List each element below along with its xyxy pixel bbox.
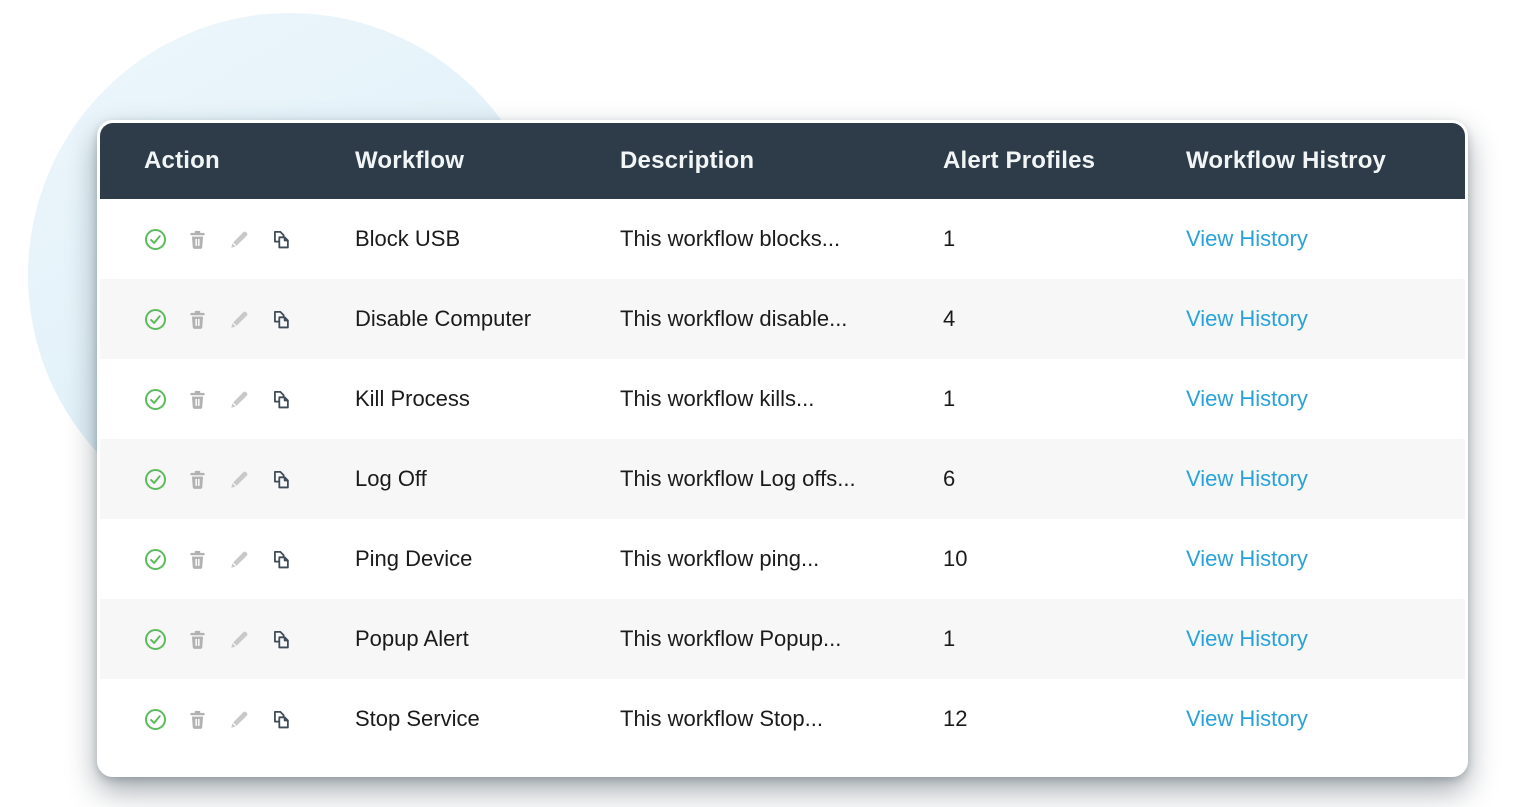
workflow-name: Stop Service: [355, 706, 480, 731]
workflow-description: This workflow Log offs...: [620, 466, 856, 491]
delete-trash-icon[interactable]: [186, 628, 209, 651]
view-history-link[interactable]: View History: [1186, 306, 1308, 331]
workflow-history-cell: View History: [1186, 226, 1465, 252]
copy-workflow-icon[interactable]: [270, 548, 293, 571]
enabled-check-icon[interactable]: [144, 548, 167, 571]
workflow-name: Block USB: [355, 226, 461, 251]
delete-trash-icon[interactable]: [186, 228, 209, 251]
table-row: Ping Device This workflow ping... 10 Vie…: [100, 519, 1465, 599]
table-row: Kill Process This workflow kills... 1 Vi…: [100, 359, 1465, 439]
column-header-workflow-history: Workflow Histroy: [1186, 147, 1387, 174]
delete-trash-icon[interactable]: [186, 308, 209, 331]
copy-workflow-icon[interactable]: [270, 228, 293, 251]
view-history-link[interactable]: View History: [1186, 386, 1308, 411]
table-row: Popup Alert This workflow Popup... 1 Vie…: [100, 599, 1465, 679]
row-actions: [100, 548, 355, 571]
edit-pencil-icon[interactable]: [228, 628, 251, 651]
copy-workflow-icon[interactable]: [270, 708, 293, 731]
delete-trash-icon[interactable]: [186, 468, 209, 491]
column-header-action: Action: [144, 147, 220, 174]
alert-profiles-count: 12: [943, 706, 968, 731]
copy-workflow-icon[interactable]: [270, 388, 293, 411]
workflow-table-card: Action Workflow Description Alert Profil…: [97, 120, 1468, 777]
workflow-description: This workflow blocks...: [620, 226, 841, 251]
edit-pencil-icon[interactable]: [228, 708, 251, 731]
alert-profiles-count: 1: [943, 386, 956, 411]
enabled-check-icon[interactable]: [144, 228, 167, 251]
enabled-check-icon[interactable]: [144, 308, 167, 331]
workflow-name: Ping Device: [355, 546, 473, 571]
copy-workflow-icon[interactable]: [270, 468, 293, 491]
table-row: Disable Computer This workflow disable..…: [100, 279, 1465, 359]
row-actions: [100, 708, 355, 731]
alert-profiles-count: 6: [943, 466, 956, 491]
alert-profiles-count: 1: [943, 626, 956, 651]
workflow-description: This workflow ping...: [620, 546, 820, 571]
row-actions: [100, 388, 355, 411]
edit-pencil-icon[interactable]: [228, 468, 251, 491]
column-header-alert-profiles: Alert Profiles: [943, 147, 1096, 174]
table-row: Block USB This workflow blocks... 1 View…: [100, 199, 1465, 279]
delete-trash-icon[interactable]: [186, 708, 209, 731]
enabled-check-icon[interactable]: [144, 468, 167, 491]
workflow-description: This workflow Stop...: [620, 706, 823, 731]
enabled-check-icon[interactable]: [144, 708, 167, 731]
edit-pencil-icon[interactable]: [228, 228, 251, 251]
view-history-link[interactable]: View History: [1186, 626, 1308, 651]
delete-trash-icon[interactable]: [186, 388, 209, 411]
workflow-history-cell: View History: [1186, 306, 1465, 332]
workflow-history-cell: View History: [1186, 626, 1465, 652]
column-header-description: Description: [620, 147, 755, 174]
view-history-link[interactable]: View History: [1186, 466, 1308, 491]
workflow-name: Kill Process: [355, 386, 470, 411]
edit-pencil-icon[interactable]: [228, 548, 251, 571]
workflow-name: Disable Computer: [355, 306, 532, 331]
table-body: Block USB This workflow blocks... 1 View…: [100, 199, 1465, 759]
row-actions: [100, 468, 355, 491]
row-actions: [100, 228, 355, 251]
view-history-link[interactable]: View History: [1186, 706, 1308, 731]
workflow-description: This workflow Popup...: [620, 626, 842, 651]
table-row: Stop Service This workflow Stop... 12 Vi…: [100, 679, 1465, 759]
workflow-name: Log Off: [355, 466, 427, 491]
enabled-check-icon[interactable]: [144, 388, 167, 411]
workflow-history-cell: View History: [1186, 386, 1465, 412]
workflow-history-cell: View History: [1186, 466, 1465, 492]
enabled-check-icon[interactable]: [144, 628, 167, 651]
copy-workflow-icon[interactable]: [270, 628, 293, 651]
view-history-link[interactable]: View History: [1186, 546, 1308, 571]
delete-trash-icon[interactable]: [186, 548, 209, 571]
edit-pencil-icon[interactable]: [228, 308, 251, 331]
column-header-workflow: Workflow: [355, 147, 465, 174]
table-header-row: Action Workflow Description Alert Profil…: [100, 123, 1465, 199]
workflow-history-cell: View History: [1186, 546, 1465, 572]
view-history-link[interactable]: View History: [1186, 226, 1308, 251]
workflow-history-cell: View History: [1186, 706, 1465, 732]
workflow-description: This workflow disable...: [620, 306, 848, 331]
alert-profiles-count: 1: [943, 226, 956, 251]
row-actions: [100, 628, 355, 651]
table-row: Log Off This workflow Log offs... 6 View…: [100, 439, 1465, 519]
copy-workflow-icon[interactable]: [270, 308, 293, 331]
alert-profiles-count: 4: [943, 306, 956, 331]
workflow-description: This workflow kills...: [620, 386, 815, 411]
edit-pencil-icon[interactable]: [228, 388, 251, 411]
row-actions: [100, 308, 355, 331]
alert-profiles-count: 10: [943, 546, 968, 571]
workflow-name: Popup Alert: [355, 626, 469, 651]
